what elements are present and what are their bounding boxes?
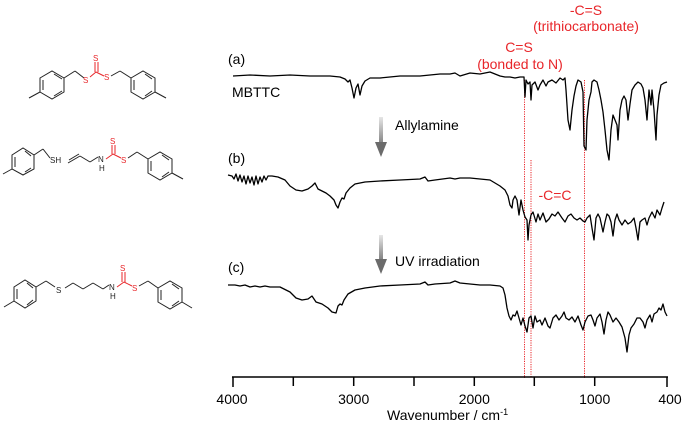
annotation-cs-trithiocarbonate: -C=S [570, 2, 602, 18]
reaction-arrow-icon [375, 117, 387, 157]
step-label-uv: UV irradiation [395, 253, 480, 269]
structure-mbttc [28, 62, 167, 100]
structure-thiol-and-dithiocarbamate [2, 145, 184, 181]
spectrum-c [228, 280, 668, 353]
x-tick-label: 400 [658, 391, 682, 407]
nitrogen-label: N [109, 283, 115, 292]
x-tick-label: 4000 [216, 391, 247, 407]
sulfur-label: S [132, 284, 137, 293]
step-label-allylamine: Allylamine [395, 117, 459, 133]
reference-lines [524, 80, 585, 378]
structure-thioether-dithiocarbamate [3, 272, 193, 310]
panel-label-a: (a) [228, 51, 245, 67]
sulfur-label: S [56, 286, 61, 295]
x-tick-label: 2000 [459, 391, 490, 407]
sulfur-label: S [110, 137, 115, 146]
sulfur-label: S [83, 76, 88, 85]
nitrogen-label: N [98, 155, 104, 164]
x-tick-labels: 4000 3000 2000 1000 400 [216, 391, 681, 407]
compound-label-mbttc: MBTTC [232, 84, 280, 100]
panel-label-b: (b) [228, 150, 245, 166]
hydrogen-label: H [110, 292, 116, 301]
sulfur-label: S [104, 73, 109, 82]
hydrogen-label: H [99, 164, 105, 173]
sulfur-label: S [93, 54, 98, 63]
x-axis [232, 376, 668, 387]
annotation-cs-bonded-n: C=S [505, 39, 533, 55]
sulfur-label: S [120, 264, 125, 273]
x-tick-label: 3000 [338, 391, 369, 407]
x-tick-label: 1000 [579, 391, 610, 407]
reaction-arrow-icon [375, 235, 387, 274]
annotation-cs-bonded-n-sub: (bonded to N) [477, 56, 563, 72]
sulfur-label: S [121, 156, 126, 165]
annotation-cc: -C=C [538, 187, 571, 203]
spectrum-a [232, 71, 668, 161]
thiol-label: SH [50, 156, 61, 165]
spectrum-b [227, 173, 665, 241]
panel-label-c: (c) [228, 259, 244, 275]
annotation-cs-trithiocarbonate-sub: (trithiocarbonate) [533, 18, 639, 34]
x-axis-title: Wavenumber / cm-1 [387, 407, 508, 423]
